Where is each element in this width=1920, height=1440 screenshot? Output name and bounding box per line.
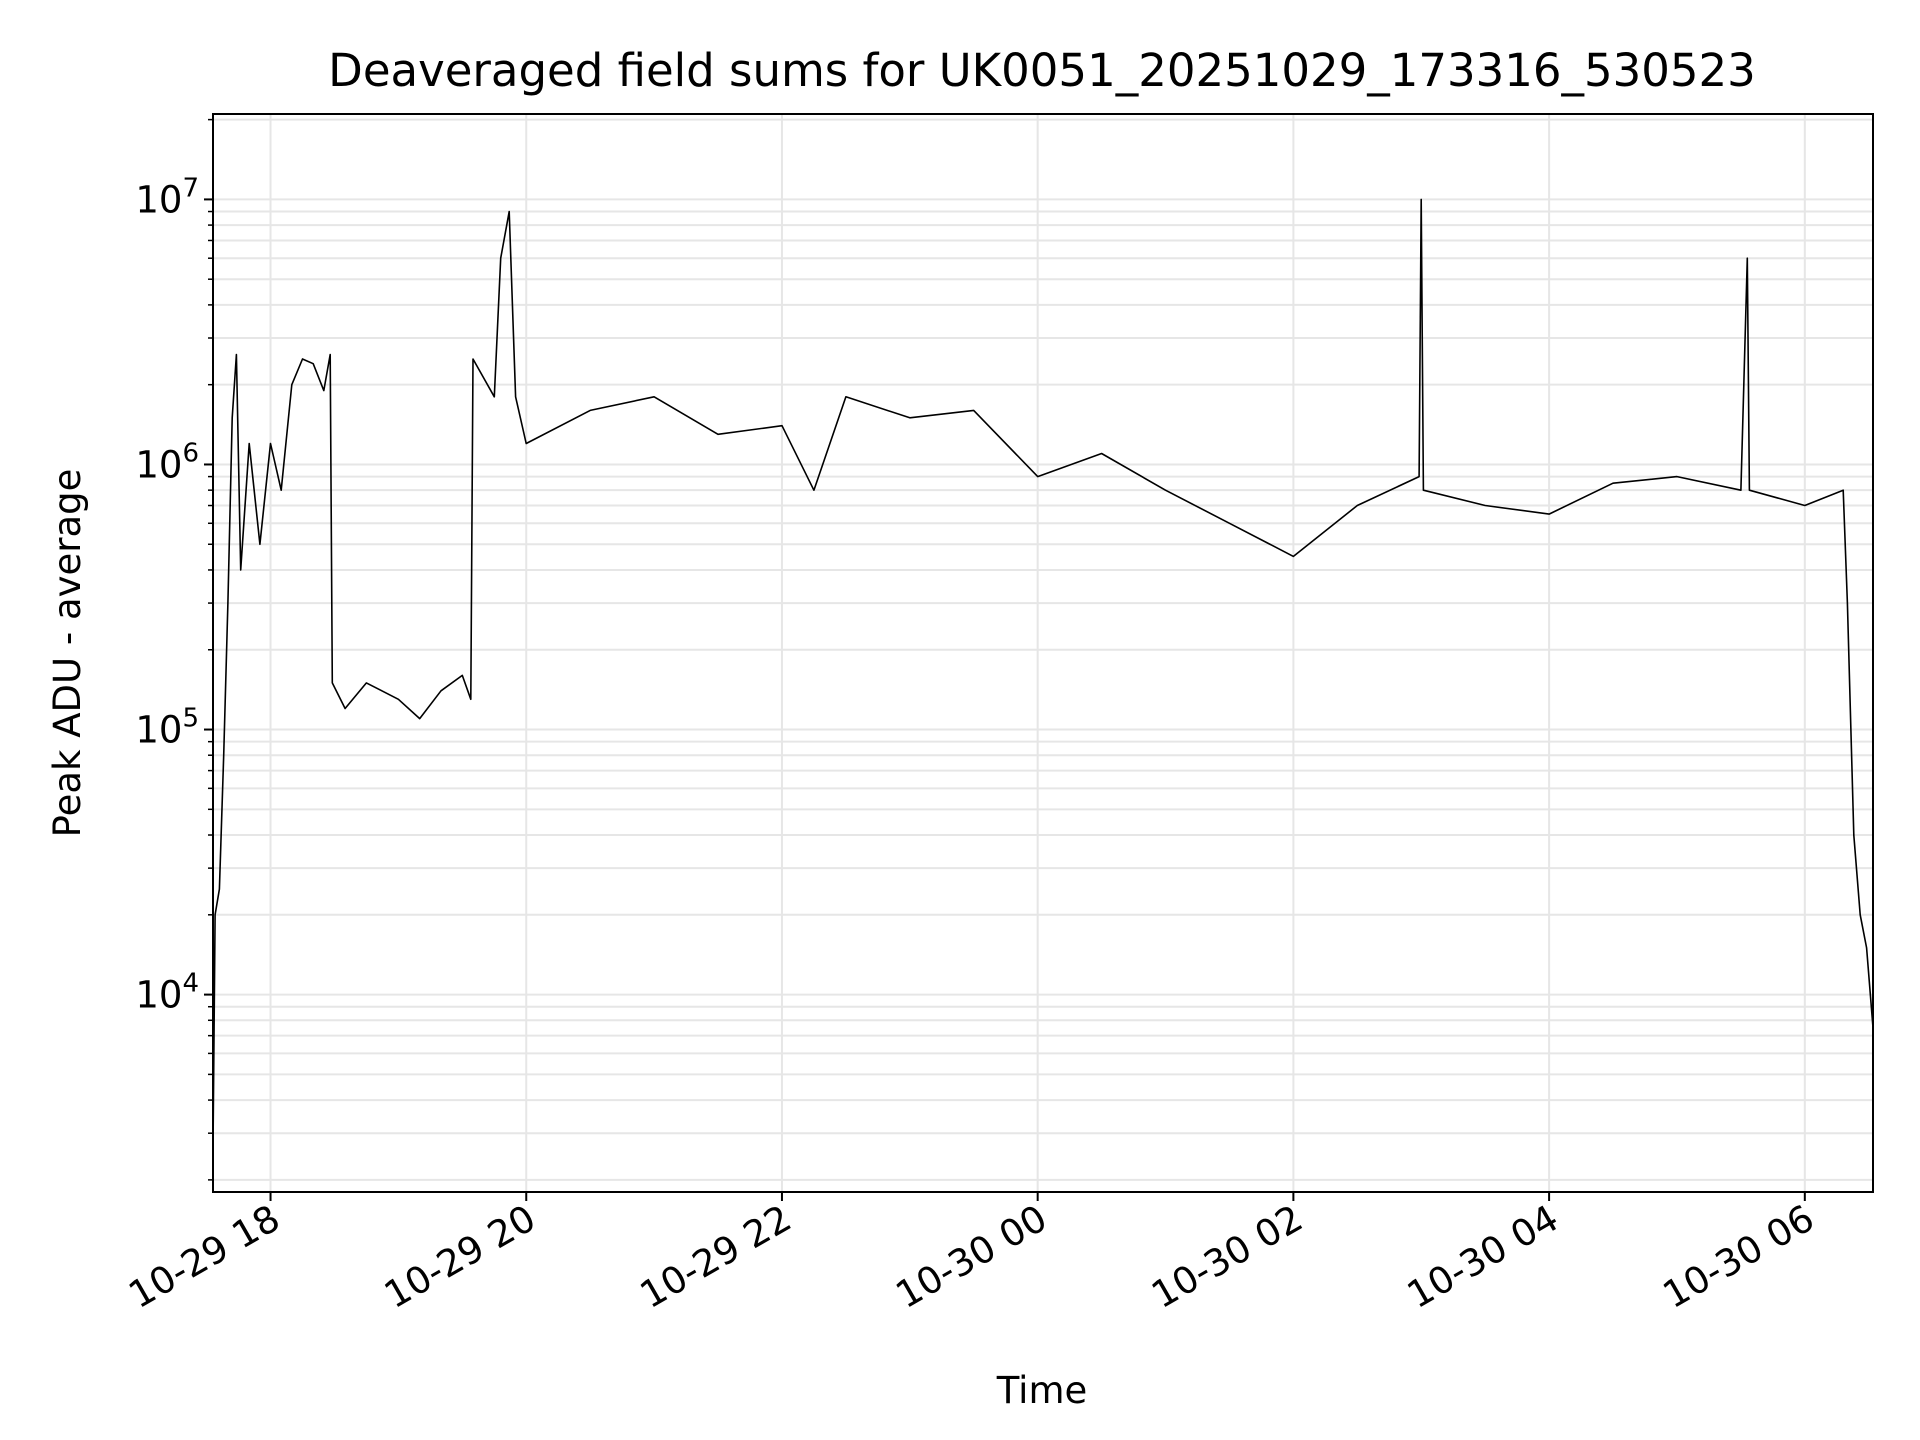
y-tick-base: 10 <box>135 443 182 486</box>
y-tick-exponent: 7 <box>182 173 199 203</box>
y-tick-label: 107 <box>135 173 199 221</box>
y-tick-base: 10 <box>135 974 182 1017</box>
y-tick-label: 106 <box>135 438 199 486</box>
y-tick-exponent: 6 <box>182 438 199 468</box>
y-tick-label: 104 <box>135 969 199 1017</box>
y-tick-label: 105 <box>135 704 199 752</box>
y-tick-base: 10 <box>135 709 182 752</box>
y-tick-exponent: 5 <box>182 704 199 734</box>
x-axis-label: Time <box>996 1369 1088 1412</box>
y-axis-label: Peak ADU - average <box>46 469 89 838</box>
series-layer <box>212 198 1874 1150</box>
y-tick-exponent: 4 <box>182 969 199 999</box>
plot-frame <box>212 113 1874 1193</box>
grid <box>213 114 1873 1192</box>
chart-title: Deaveraged field sums for UK0051_2025102… <box>328 44 1756 97</box>
series-line <box>212 198 1874 1150</box>
y-tick-base: 10 <box>135 178 182 221</box>
